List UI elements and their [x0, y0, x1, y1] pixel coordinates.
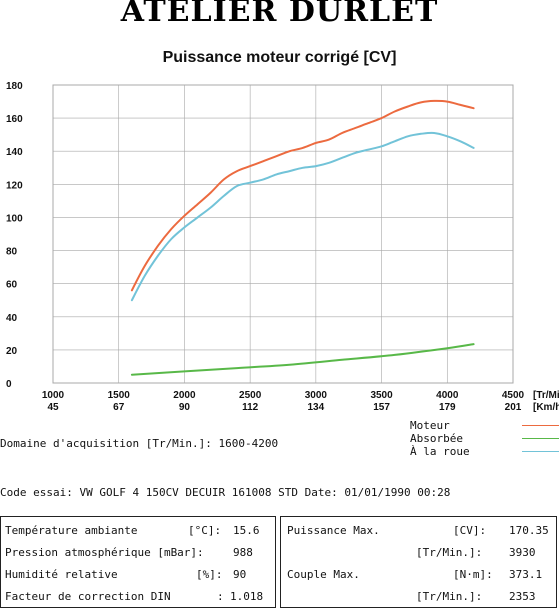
temperature-value: 15.6 [233, 524, 260, 537]
torque-rpm-value: 2353 [509, 590, 536, 603]
power-rpm-unit: [Tr/Min.]: [416, 546, 483, 559]
series-line-moteur [130, 99, 475, 292]
brand-title: ATELIER DURLET [120, 0, 439, 29]
chart-legend: Moteur Absorbée À la roue [410, 419, 559, 458]
x-tick-label: 1500 [108, 390, 131, 401]
series-line-roue [130, 131, 475, 302]
pressure-value: 988 [233, 546, 253, 559]
y-tick-label: 160 [6, 114, 23, 125]
y-tick-label: 20 [6, 346, 18, 357]
y-tick-label: 100 [6, 213, 23, 224]
conditions-box: Température ambiante [°C]: 15.6 Pression… [0, 516, 276, 608]
results-box: Puissance Max. [CV]: 170.35 [Tr/Min.]: 3… [280, 516, 557, 608]
x-tick-label: 4500 [502, 390, 525, 401]
x2-tick-label: 90 [179, 402, 191, 413]
plot-frame [52, 84, 514, 384]
legend-swatch-roue [522, 451, 559, 452]
temperature-label: Température ambiante [5, 524, 138, 537]
y-tick-label: 40 [6, 313, 18, 324]
legend-swatch-absorbee [522, 438, 559, 439]
temperature-unit: [°C]: [188, 524, 222, 537]
x2-axis-unit: [Km/h] [533, 402, 559, 413]
y-tick-label: 60 [6, 280, 18, 291]
torque-rpm-unit: [Tr/Min.]: [416, 590, 483, 603]
torque-max-unit: [N·m]: [453, 568, 493, 581]
x2-tick-label: 179 [439, 402, 456, 413]
humidity-value: 90 [233, 568, 247, 581]
din-factor-separator: : [217, 590, 224, 603]
legend-item-roue: À la roue [410, 445, 559, 458]
torque-max-value: 373.1 [509, 568, 543, 581]
legend-label: À la roue [410, 445, 470, 458]
chart-title: Puissance moteur corrigé [CV] [162, 49, 397, 66]
legend-item-moteur: Moteur [410, 419, 559, 432]
test-code-line: Code essai: VW GOLF 4 150CV DECUIR 16100… [0, 486, 451, 499]
y-tick-label: 0 [6, 379, 12, 390]
humidity-unit: [%]: [196, 568, 223, 581]
pressure-label: Pression atmosphérique [mBar]: [5, 546, 204, 559]
legend-swatch-moteur [522, 425, 559, 426]
x2-tick-label: 201 [505, 402, 522, 413]
legend-item-absorbee: Absorbée [410, 432, 559, 445]
din-factor-label: Facteur de correction DIN [5, 590, 171, 603]
y-tick-label: 120 [6, 180, 23, 191]
legend-label: Absorbée [410, 432, 463, 445]
y-tick-label: 180 [6, 81, 23, 92]
x2-tick-label: 112 [242, 402, 259, 413]
x-tick-label: 2500 [239, 390, 262, 401]
x2-tick-label: 45 [47, 402, 59, 413]
x-tick-label: 3500 [370, 390, 393, 401]
torque-max-label: Couple Max. [287, 568, 360, 581]
x2-tick-label: 134 [308, 402, 325, 413]
series-line-absorbee [130, 343, 475, 376]
x2-tick-label: 157 [373, 402, 390, 413]
acquisition-range: Domaine d'acquisition [Tr/Min.]: 1600-42… [0, 437, 279, 450]
power-max-label: Puissance Max. [287, 524, 380, 537]
x-axis-unit: [Tr/Min] [533, 390, 559, 401]
power-rpm-value: 3930 [509, 546, 536, 559]
din-factor-value: 1.018 [230, 590, 264, 603]
x-tick-label: 1000 [42, 390, 65, 401]
results-panel: Température ambiante [°C]: 15.6 Pression… [0, 516, 559, 608]
y-tick-label: 80 [6, 247, 18, 258]
x-tick-label: 2000 [173, 390, 196, 401]
humidity-label: Humidité relative [5, 568, 118, 581]
power-max-unit: [CV]: [453, 524, 487, 537]
x-tick-label: 3000 [305, 390, 328, 401]
legend-label: Moteur [410, 419, 450, 432]
x2-tick-label: 67 [113, 402, 125, 413]
power-max-value: 170.35 [509, 524, 549, 537]
y-tick-label: 140 [6, 147, 23, 158]
x-tick-label: 4000 [436, 390, 459, 401]
